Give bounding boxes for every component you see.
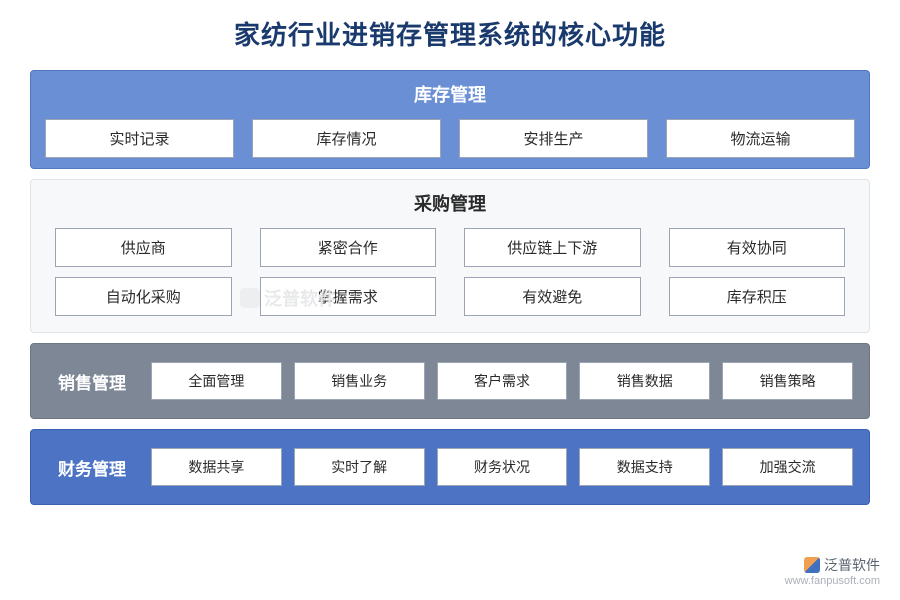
purchase-item: 库存积压 <box>669 277 846 316</box>
sales-item: 销售数据 <box>579 362 710 400</box>
finance-item: 实时了解 <box>294 448 425 486</box>
finance-item: 数据支持 <box>579 448 710 486</box>
purchase-header: 采购管理 <box>45 190 855 216</box>
corner-watermark: 泛普软件 www.fanpusoft.com <box>785 556 880 588</box>
section-finance: 财务管理 数据共享 实时了解 财务状况 数据支持 加强交流 <box>30 429 870 505</box>
inventory-item: 库存情况 <box>252 119 441 158</box>
sales-item: 销售策略 <box>722 362 853 400</box>
sales-item: 全面管理 <box>151 362 282 400</box>
section-inventory: 库存管理 实时记录 库存情况 安排生产 物流运输 <box>30 70 870 169</box>
finance-item: 财务状况 <box>437 448 568 486</box>
watermark-brand-row: 泛普软件 <box>785 556 880 574</box>
finance-item: 加强交流 <box>722 448 853 486</box>
purchase-item: 有效协同 <box>669 228 846 267</box>
inventory-header: 库存管理 <box>45 81 855 107</box>
purchase-item: 供应链上下游 <box>464 228 641 267</box>
purchase-row-1: 供应商 紧密合作 供应链上下游 有效协同 <box>45 228 855 267</box>
page-title: 家纺行业进销存管理系统的核心功能 <box>30 15 870 52</box>
inventory-item: 物流运输 <box>666 119 855 158</box>
finance-label: 财务管理 <box>47 455 137 480</box>
purchase-item: 紧密合作 <box>260 228 437 267</box>
section-purchase: 采购管理 供应商 紧密合作 供应链上下游 有效协同 自动化采购 掌握需求 有效避… <box>30 179 870 333</box>
purchase-row-2: 自动化采购 掌握需求 有效避免 库存积压 <box>45 277 855 316</box>
watermark-brand-text: 泛普软件 <box>824 556 880 574</box>
purchase-item: 自动化采购 <box>55 277 232 316</box>
purchase-item: 掌握需求 <box>260 277 437 316</box>
inventory-item: 实时记录 <box>45 119 234 158</box>
watermark-url: www.fanpusoft.com <box>785 574 880 588</box>
watermark-logo-icon <box>804 557 820 573</box>
finance-item: 数据共享 <box>151 448 282 486</box>
purchase-item: 供应商 <box>55 228 232 267</box>
finance-items-row: 数据共享 实时了解 财务状况 数据支持 加强交流 <box>151 448 853 486</box>
sales-item: 客户需求 <box>437 362 568 400</box>
sales-label: 销售管理 <box>47 369 137 394</box>
purchase-item: 有效避免 <box>464 277 641 316</box>
section-sales: 销售管理 全面管理 销售业务 客户需求 销售数据 销售策略 <box>30 343 870 419</box>
inventory-item: 安排生产 <box>459 119 648 158</box>
inventory-items-row: 实时记录 库存情况 安排生产 物流运输 <box>45 119 855 158</box>
sales-items-row: 全面管理 销售业务 客户需求 销售数据 销售策略 <box>151 362 853 400</box>
sales-item: 销售业务 <box>294 362 425 400</box>
